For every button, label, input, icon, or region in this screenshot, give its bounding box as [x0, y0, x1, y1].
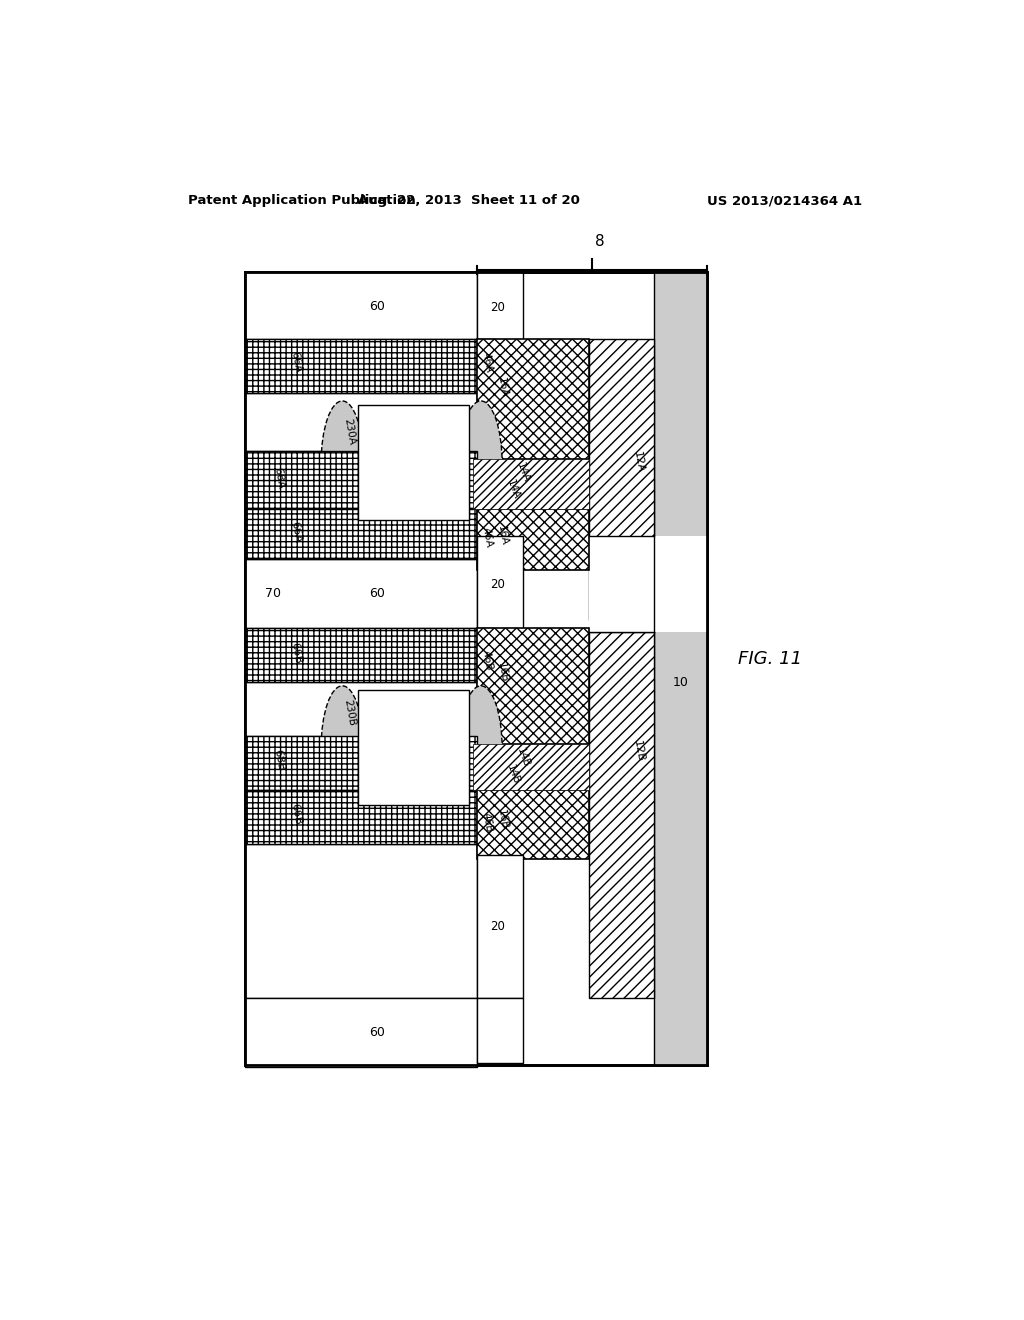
Text: 68B: 68B	[272, 748, 286, 772]
Text: 46B: 46B	[480, 812, 494, 833]
Bar	[477, 272, 523, 343]
Bar	[473, 459, 589, 508]
Text: 8: 8	[595, 234, 604, 249]
Text: 20: 20	[489, 920, 505, 933]
Ellipse shape	[460, 401, 502, 524]
Text: 68A: 68A	[272, 466, 286, 490]
Text: 60: 60	[369, 1026, 385, 1039]
Bar	[477, 998, 523, 1063]
Bar	[477, 339, 494, 405]
Bar	[245, 789, 477, 843]
Bar	[245, 998, 477, 1067]
Bar	[473, 743, 589, 789]
Bar	[589, 632, 654, 998]
Text: 46A: 46A	[480, 351, 494, 374]
Text: 16A: 16A	[496, 525, 509, 546]
Ellipse shape	[460, 686, 502, 809]
Bar	[245, 558, 477, 628]
Ellipse shape	[322, 401, 364, 524]
Bar	[477, 339, 589, 459]
Text: FIG. 11: FIG. 11	[737, 649, 802, 668]
Text: 12A: 12A	[632, 451, 645, 474]
Bar	[477, 536, 523, 632]
Bar	[245, 628, 477, 682]
Bar	[245, 843, 477, 998]
Text: 14A: 14A	[505, 478, 521, 500]
Text: 14A: 14A	[515, 461, 531, 484]
Bar	[245, 272, 707, 1065]
Text: 20: 20	[489, 578, 505, 591]
Bar	[245, 737, 477, 789]
Text: 46A: 46A	[480, 527, 494, 548]
Bar	[245, 508, 477, 558]
Bar	[477, 628, 589, 743]
Bar	[589, 339, 654, 620]
Bar	[654, 272, 707, 1065]
Text: 230B: 230B	[343, 698, 357, 727]
Bar	[245, 393, 477, 451]
Text: 66B: 66B	[290, 642, 303, 664]
Text: US 2013/0214364 A1: US 2013/0214364 A1	[707, 194, 862, 207]
Text: 16B: 16B	[496, 661, 509, 684]
Text: Patent Application Publication: Patent Application Publication	[188, 194, 416, 207]
Bar	[357, 689, 469, 805]
Text: 70: 70	[265, 587, 281, 601]
Bar	[357, 405, 469, 520]
Text: 230A: 230A	[343, 417, 357, 446]
Bar	[477, 855, 523, 998]
Bar	[245, 682, 477, 737]
Text: 12B: 12B	[632, 739, 645, 763]
Text: 16A: 16A	[496, 378, 509, 399]
Text: 20: 20	[489, 301, 505, 314]
Bar	[245, 451, 477, 508]
Text: Aug. 22, 2013  Sheet 11 of 20: Aug. 22, 2013 Sheet 11 of 20	[358, 194, 581, 207]
Bar	[589, 536, 707, 632]
Text: 14B: 14B	[515, 746, 531, 768]
Bar	[245, 272, 707, 1065]
Bar	[477, 789, 494, 855]
Bar	[245, 272, 477, 339]
Text: 60: 60	[369, 300, 385, 313]
Text: 66B: 66B	[290, 803, 303, 826]
Bar	[477, 789, 589, 859]
Text: 66A: 66A	[290, 351, 303, 374]
Bar	[477, 508, 589, 570]
Text: 14B: 14B	[505, 763, 521, 785]
Text: 46B: 46B	[480, 649, 494, 672]
Text: 16B: 16B	[496, 808, 509, 830]
Bar	[245, 339, 477, 393]
Text: 66A: 66A	[290, 520, 303, 544]
Text: 60: 60	[369, 587, 385, 601]
Ellipse shape	[322, 686, 364, 809]
Bar	[477, 508, 494, 566]
Text: 10: 10	[673, 676, 688, 689]
Bar	[477, 628, 494, 693]
